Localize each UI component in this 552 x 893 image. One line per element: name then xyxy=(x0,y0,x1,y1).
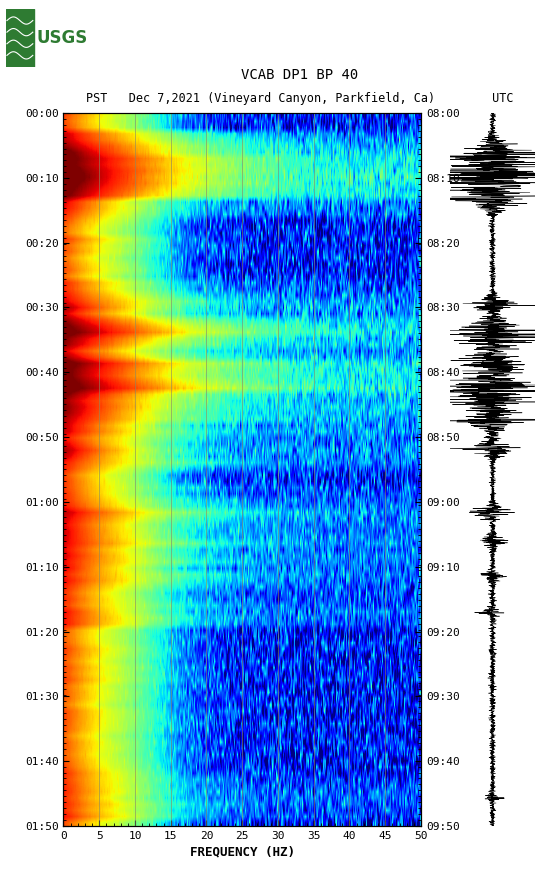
Text: USGS: USGS xyxy=(36,29,88,47)
Bar xyxy=(6,9,34,67)
Text: PST   Dec 7,2021 (Vineyard Canyon, Parkfield, Ca)        UTC: PST Dec 7,2021 (Vineyard Canyon, Parkfie… xyxy=(86,92,513,105)
X-axis label: FREQUENCY (HZ): FREQUENCY (HZ) xyxy=(190,845,295,858)
Text: VCAB DP1 BP 40: VCAB DP1 BP 40 xyxy=(241,68,358,82)
